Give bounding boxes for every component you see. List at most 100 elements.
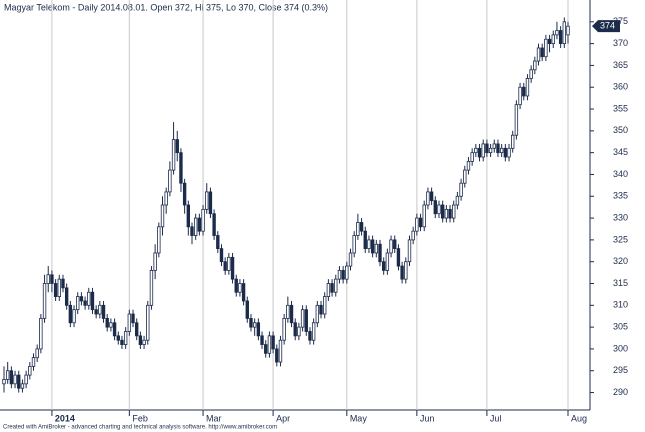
- candle-body: [525, 78, 530, 97]
- candle-body: [31, 357, 36, 367]
- candle-body: [101, 304, 106, 319]
- candle-body: [234, 278, 238, 293]
- candle-body: [345, 265, 349, 280]
- candle-body: [146, 304, 150, 341]
- candle-body: [422, 204, 426, 228]
- candle-body: [481, 143, 485, 158]
- candle-body: [238, 283, 242, 293]
- candle-body: [311, 322, 316, 341]
- candle-body: [53, 283, 58, 297]
- candle-body: [522, 86, 526, 97]
- candle-body: [393, 239, 397, 250]
- candle-body: [5, 370, 10, 380]
- candle-body: [381, 261, 386, 271]
- y-tick-label: 315: [613, 278, 628, 288]
- candle-body: [138, 335, 143, 345]
- candle-body: [282, 318, 286, 341]
- candle-body: [496, 143, 500, 154]
- y-tick-label: 295: [613, 365, 628, 375]
- candle-body: [551, 34, 555, 45]
- candle-body: [533, 60, 537, 71]
- candle-body: [68, 304, 73, 324]
- candle-body: [164, 191, 168, 206]
- candle-body: [385, 252, 390, 271]
- candle-body: [404, 261, 408, 280]
- candle-body: [50, 274, 54, 284]
- candle-body: [168, 169, 172, 193]
- candle-body: [149, 270, 154, 306]
- candle-body: [72, 309, 76, 324]
- candle-body: [407, 239, 412, 263]
- x-tick-label: Jun: [420, 413, 435, 423]
- candle-body: [179, 152, 183, 184]
- candle-body: [293, 322, 297, 337]
- candle-body: [112, 322, 117, 337]
- candle-body: [514, 104, 519, 136]
- candle-body: [223, 261, 227, 271]
- candle-body: [171, 139, 176, 171]
- candle-body: [175, 139, 179, 154]
- candle-body: [566, 25, 570, 36]
- candle-body: [157, 226, 161, 254]
- candle-body: [488, 147, 493, 154]
- candle-body: [429, 191, 434, 202]
- candle-body: [153, 252, 157, 271]
- candle-body: [123, 331, 128, 345]
- candle-body: [529, 69, 533, 79]
- candle-body: [212, 213, 216, 236]
- candle-body: [256, 322, 261, 337]
- x-tick-label: Feb: [132, 413, 148, 423]
- candle-body: [341, 270, 345, 280]
- candle-body: [20, 383, 25, 389]
- y-tick-label: 290: [613, 387, 628, 397]
- candle-body: [356, 222, 360, 236]
- candle-body: [227, 256, 231, 271]
- candle-body: [131, 313, 135, 324]
- candle-body: [105, 318, 109, 328]
- candle-body: [264, 344, 268, 354]
- candle-body: [507, 147, 511, 158]
- candle-body: [260, 335, 264, 345]
- candle-body: [87, 291, 91, 306]
- candle-body: [389, 239, 393, 254]
- y-tick-label: 350: [613, 125, 628, 135]
- candle-body: [452, 204, 456, 219]
- y-tick-label: 310: [613, 300, 628, 310]
- candle-body: [400, 265, 404, 280]
- candle-body: [300, 309, 305, 328]
- candle-body: [286, 304, 290, 319]
- candle-body: [466, 160, 471, 171]
- candle-body: [278, 339, 283, 363]
- candle-body: [444, 208, 449, 219]
- candle-body: [197, 217, 202, 232]
- candle-body: [455, 195, 460, 206]
- candle-body: [13, 374, 17, 385]
- x-tick-label: Aug: [571, 413, 587, 423]
- candle-body: [61, 278, 65, 289]
- candle-body: [35, 348, 39, 359]
- candle-body: [348, 252, 353, 267]
- candle-body: [544, 38, 548, 58]
- candle-body: [160, 204, 165, 228]
- candle-body: [540, 47, 544, 58]
- candle-body: [94, 309, 98, 315]
- candle-body: [518, 86, 522, 106]
- candle-body: [558, 30, 563, 45]
- y-tick-label: 365: [613, 60, 628, 70]
- candle-body: [308, 331, 312, 341]
- candle-body: [135, 322, 139, 337]
- y-tick-label: 340: [613, 169, 628, 179]
- candle-body: [315, 304, 320, 324]
- chart-title: Magyar Telekom - Daily 2014.08.01. Open …: [4, 2, 328, 12]
- candle-body: [249, 318, 253, 328]
- y-tick-label: 305: [613, 322, 628, 332]
- y-tick-label: 300: [613, 343, 628, 353]
- candle-body: [190, 226, 194, 236]
- candle-body: [39, 318, 43, 350]
- candle-body: [57, 278, 61, 297]
- candle-body: [547, 38, 552, 45]
- last-price-marker: [592, 20, 620, 33]
- x-tick-label: Jul: [490, 413, 502, 423]
- candle-body: [555, 30, 559, 36]
